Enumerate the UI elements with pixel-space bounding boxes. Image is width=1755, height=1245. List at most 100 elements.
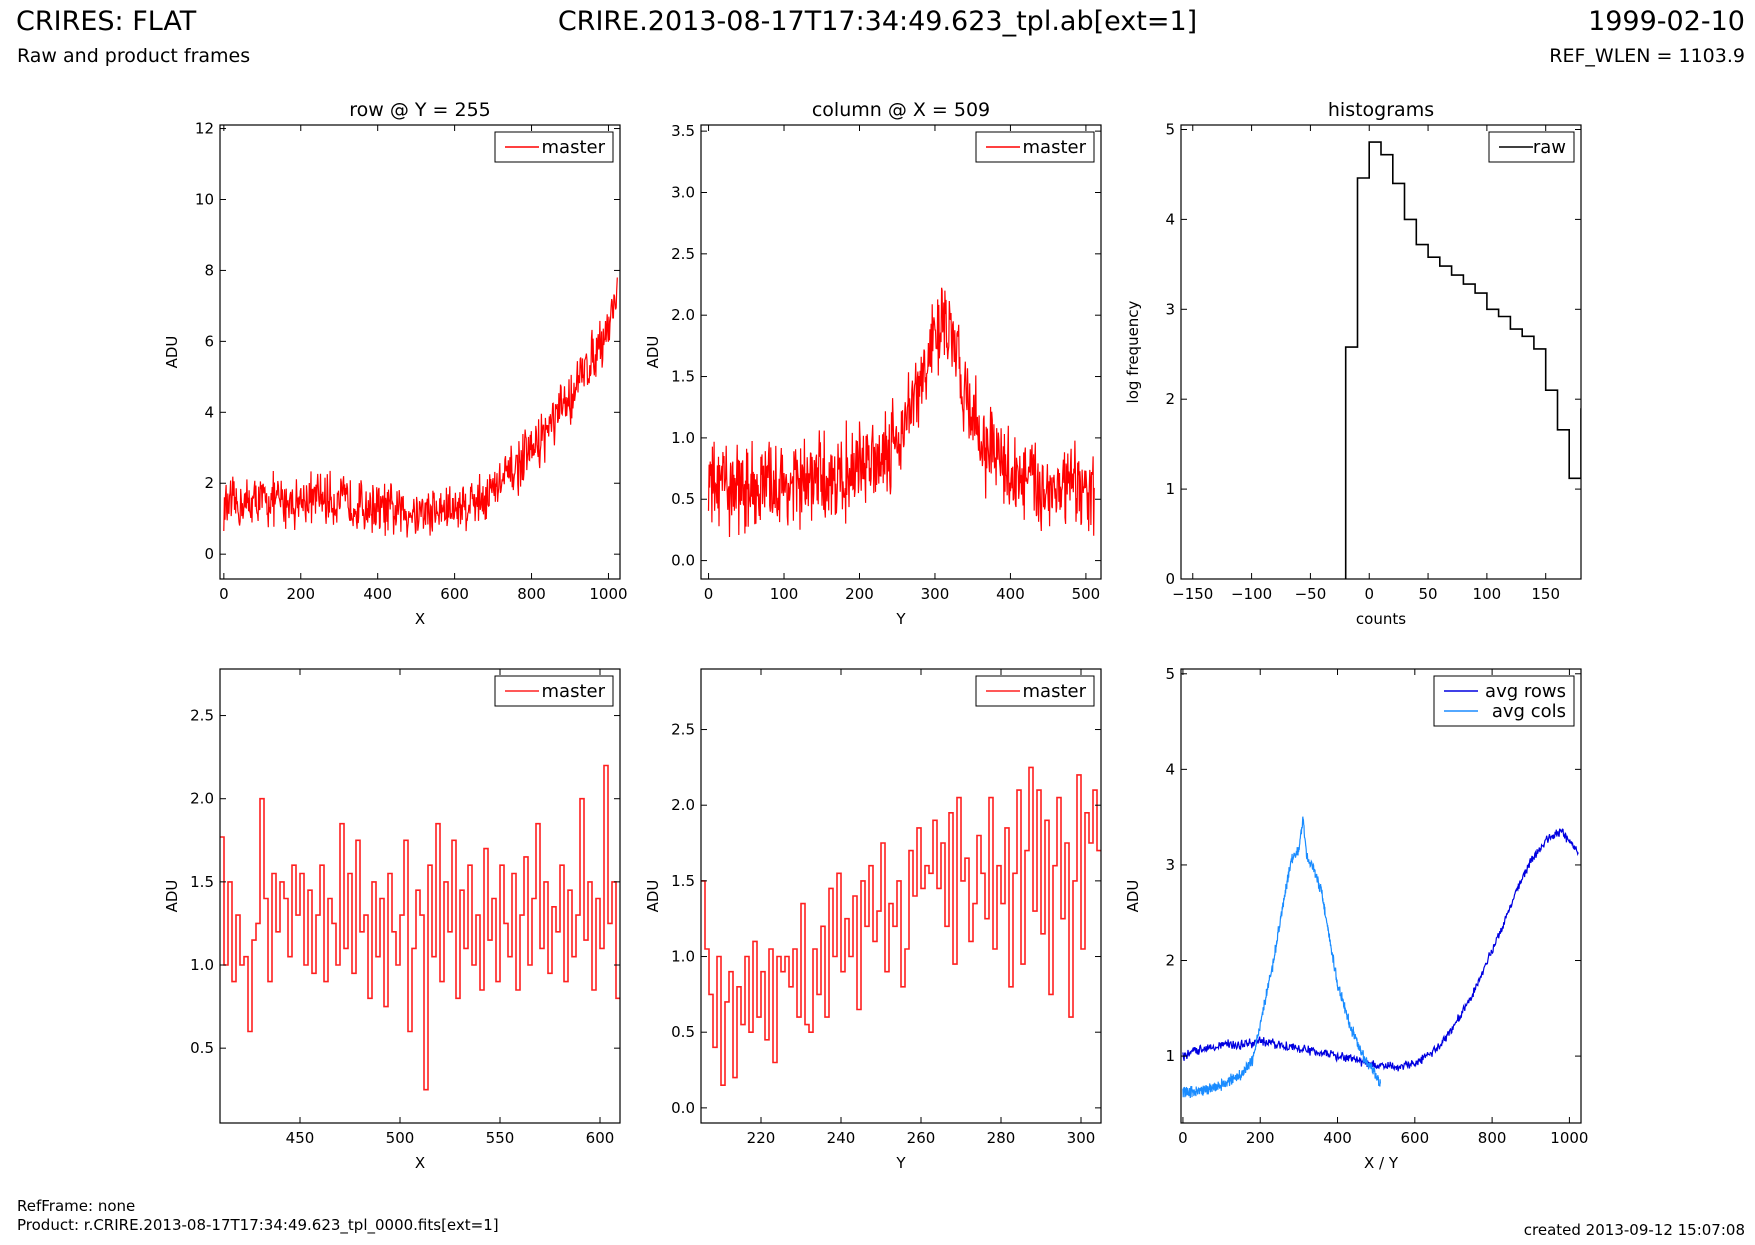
chart-title: row @ Y = 255 — [349, 99, 491, 121]
y-tick-label: 12 — [195, 120, 214, 138]
x-tick-label: 1000 — [589, 585, 627, 603]
x-axis-label: X — [415, 1154, 425, 1172]
series-line-histograms-0 — [1344, 141, 1581, 579]
y-axis-label: ADU — [644, 880, 662, 913]
legend-label: master — [542, 137, 606, 158]
x-tick-label: 100 — [770, 585, 799, 603]
x-axis-label: X / Y — [1364, 1154, 1399, 1172]
y-tick-label: 0.0 — [671, 552, 695, 570]
y-tick-label: 4 — [204, 403, 214, 421]
chart-title: histograms — [1328, 99, 1434, 121]
x-axis-label: X — [415, 610, 425, 628]
series-line-averages-1 — [1182, 816, 1381, 1099]
x-tick-label: 240 — [827, 1129, 856, 1147]
series-line-averages-0 — [1182, 828, 1579, 1072]
y-tick-label: 2.0 — [190, 790, 214, 808]
plot-frame — [219, 124, 621, 580]
x-tick-label: 0 — [219, 585, 229, 603]
y-tick-label: 5 — [1165, 665, 1175, 683]
chart-row: 0 200 400 600 800 1000 0 2 4 6 8 10 12 row @ Y = 255 X… — [163, 99, 628, 628]
y-axis-label: ADU — [163, 880, 181, 913]
y-tick-label: 0.5 — [190, 1039, 214, 1057]
legend-label: avg cols — [1492, 701, 1566, 722]
y-tick-label: 1.0 — [671, 429, 695, 447]
x-tick-label: 280 — [987, 1129, 1016, 1147]
y-tick-label: 1.5 — [671, 368, 695, 386]
x-tick-label: 300 — [921, 585, 950, 603]
x-tick-label: −100 — [1231, 585, 1272, 603]
x-tick-label: 400 — [996, 585, 1025, 603]
series-line-column-zoom-0 — [701, 766, 1101, 1086]
y-tick-label: 5 — [1165, 120, 1175, 138]
refframe-label: RefFrame: none — [17, 1197, 136, 1215]
y-tick-label: 0.5 — [671, 1023, 695, 1041]
y-tick-label: 2.5 — [671, 721, 695, 739]
x-tick-label: 200 — [1246, 1129, 1275, 1147]
y-tick-label: 1.5 — [190, 873, 214, 891]
y-tick-label: 1.5 — [671, 872, 695, 890]
x-tick-label: 0 — [1364, 585, 1374, 603]
y-tick-label: 0 — [1165, 570, 1175, 588]
y-tick-label: 1 — [1165, 480, 1175, 498]
y-tick-label: 3 — [1165, 300, 1175, 318]
x-tick-label: 400 — [363, 585, 392, 603]
y-tick-label: 10 — [195, 190, 214, 208]
y-tick-label: 2.0 — [671, 796, 695, 814]
plot-frame — [1180, 124, 1582, 580]
y-axis-label: ADU — [1124, 880, 1142, 913]
x-tick-label: 600 — [1400, 1129, 1429, 1147]
legend-label: master — [1023, 681, 1087, 702]
y-tick-label: 3.5 — [671, 122, 695, 140]
x-tick-label: 150 — [1531, 585, 1560, 603]
x-tick-label: −150 — [1172, 585, 1213, 603]
x-tick-label: 0 — [704, 585, 714, 603]
page-title: CRIRES: FLAT — [16, 6, 197, 37]
x-tick-label: 220 — [747, 1129, 776, 1147]
y-tick-label: 1.0 — [190, 956, 214, 974]
y-tick-label: 0 — [204, 545, 214, 563]
date-label: 1999-02-10 — [1588, 6, 1745, 37]
y-axis-label: log frequency — [1124, 300, 1142, 403]
x-tick-label: 500 — [386, 1129, 415, 1147]
y-tick-label: 0.5 — [671, 490, 695, 508]
x-tick-label: 450 — [286, 1129, 315, 1147]
legend-label: raw — [1533, 137, 1566, 158]
y-tick-label: 3 — [1165, 856, 1175, 874]
y-tick-label: 4 — [1165, 760, 1175, 778]
y-tick-label: 2 — [1165, 390, 1175, 408]
x-tick-label: 600 — [440, 585, 469, 603]
x-tick-label: −50 — [1295, 585, 1327, 603]
chart-column-zoom: 220 240 260 280 300 0.0 0.5 1.0 1.5 2.0 2.5 Y ADU mas… — [644, 668, 1102, 1172]
product-label: Product: r.CRIRE.2013-08-17T17:34:49.623… — [17, 1216, 499, 1234]
y-tick-label: 6 — [204, 332, 214, 350]
y-tick-label: 1.0 — [671, 948, 695, 966]
y-tick-label: 4 — [1165, 210, 1175, 228]
y-tick-label: 2 — [204, 474, 214, 492]
x-tick-label: 800 — [1478, 1129, 1507, 1147]
plot-frame — [1180, 668, 1582, 1124]
created-label: created 2013-09-12 15:07:08 — [1523, 1221, 1745, 1239]
legend-label: master — [1023, 137, 1087, 158]
x-tick-label: 0 — [1178, 1129, 1188, 1147]
y-tick-label: 2.5 — [190, 707, 214, 725]
ref-wlen-label: REF_WLEN = 1103.9 — [1549, 45, 1745, 67]
series-line-row-zoom-0 — [220, 764, 620, 1091]
chart-title: column @ X = 509 — [812, 99, 990, 121]
legend — [1433, 675, 1575, 727]
frame-title: CRIRE.2013-08-17T17:34:49.623_tpl.ab[ext… — [557, 6, 1198, 37]
x-axis-label: Y — [895, 1154, 906, 1172]
y-tick-label: 3.0 — [671, 183, 695, 201]
x-tick-label: 800 — [517, 585, 546, 603]
x-tick-label: 1000 — [1550, 1129, 1588, 1147]
page-subtitle: Raw and product frames — [17, 45, 251, 67]
y-tick-label: 8 — [204, 261, 214, 279]
y-tick-label: 2.0 — [671, 306, 695, 324]
x-tick-label: 200 — [286, 585, 315, 603]
y-tick-label: 2 — [1165, 952, 1175, 970]
plot-frame — [219, 668, 621, 1124]
y-axis-label: ADU — [644, 336, 662, 369]
chart-histograms: −150 −100 −50 0 50 100 150 0 1 2 3 4 5 histograms coun… — [1124, 99, 1582, 628]
x-axis-label: Y — [895, 610, 906, 628]
chart-column: 0 100 200 300 400 500 0.0 0.5 1.0 1.5 2.0 2.5 3.0 3.5… — [644, 99, 1102, 628]
legend-label: master — [542, 681, 606, 702]
